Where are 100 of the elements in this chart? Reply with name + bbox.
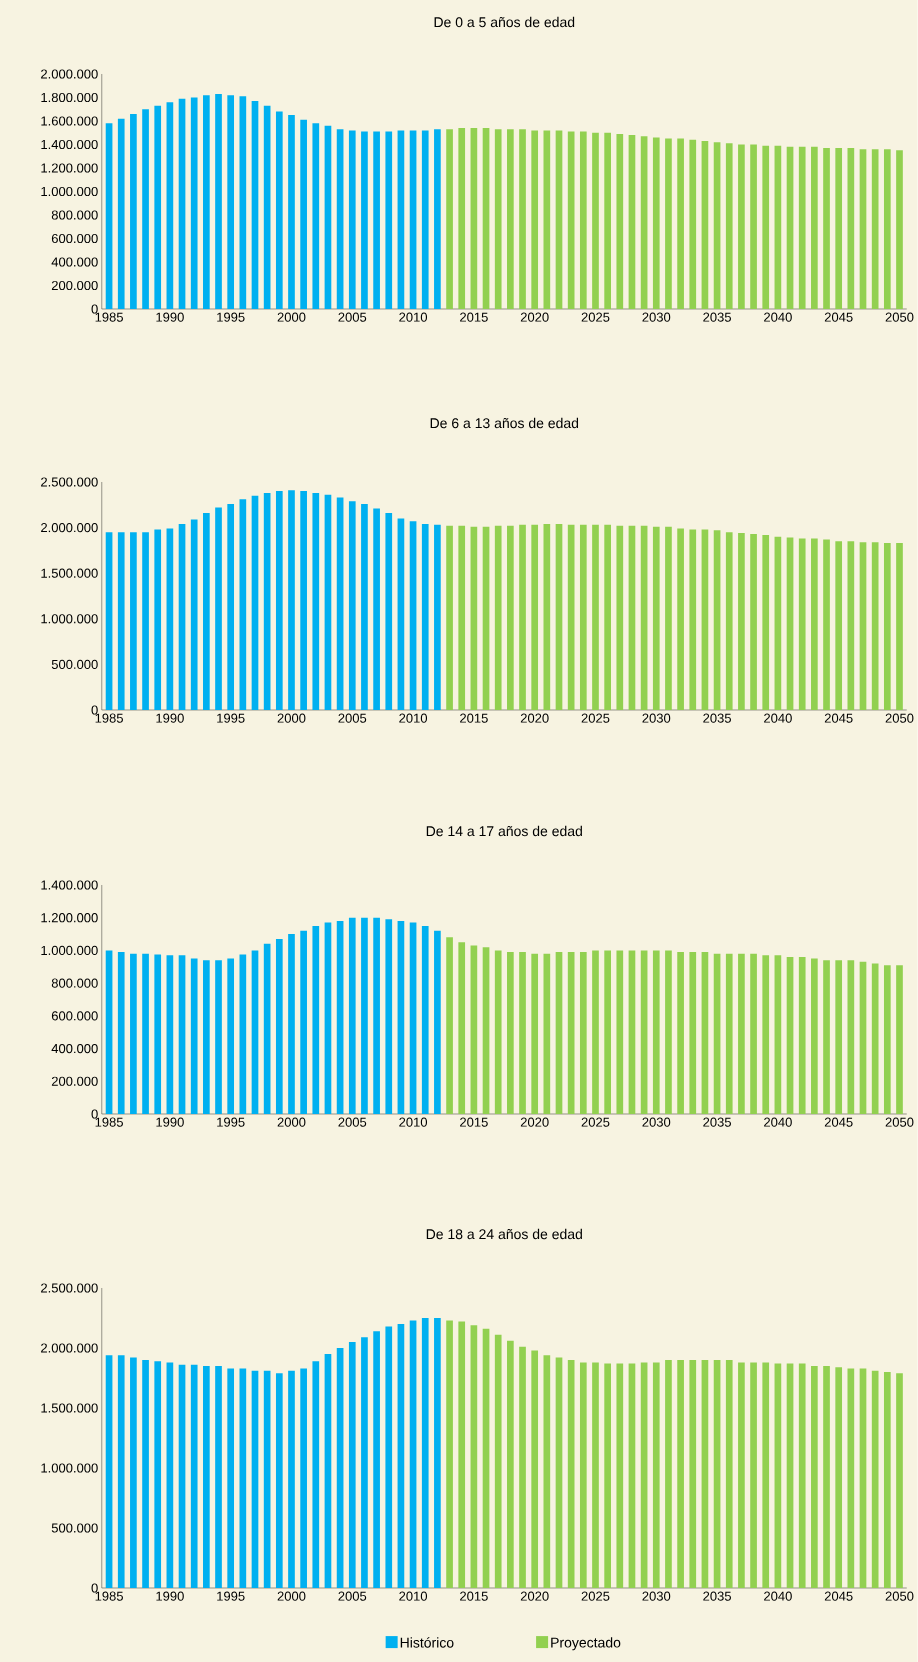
x-tick-label: 2005	[338, 1117, 367, 1127]
x-tick-label: 2040	[764, 1591, 792, 1601]
bar	[750, 953, 758, 1114]
y-tick-label: 1.400.000	[41, 139, 98, 150]
bar	[178, 98, 186, 309]
bar	[592, 1362, 599, 1588]
bar	[786, 956, 794, 1114]
bar	[592, 132, 599, 309]
y-tick-label: 1.400.000	[41, 880, 98, 890]
x-tick-label: 2050	[885, 1117, 914, 1127]
bar	[482, 526, 490, 710]
bar	[239, 1368, 247, 1588]
bar	[324, 1353, 332, 1588]
bar	[859, 542, 867, 710]
bar	[324, 494, 332, 710]
bar	[592, 524, 599, 710]
y-tick-label: 1.000.000	[41, 945, 98, 956]
bar	[531, 524, 539, 710]
x-tick-label: 2005	[338, 713, 367, 723]
bar	[446, 525, 454, 710]
bar	[701, 1359, 709, 1588]
bar	[288, 490, 295, 710]
bar	[543, 953, 551, 1114]
bar	[798, 1363, 806, 1588]
bar	[166, 1362, 174, 1588]
bar	[628, 1363, 636, 1588]
bar	[458, 942, 466, 1114]
bar	[580, 952, 587, 1114]
y-tick-label: 600.000	[52, 1011, 98, 1021]
x-tick-label: 2020	[520, 312, 549, 322]
bar	[519, 952, 526, 1114]
bar	[142, 1359, 150, 1588]
x-tick-label: 1985	[95, 1591, 124, 1601]
y-tick-label: 0	[91, 705, 98, 715]
bar	[762, 955, 770, 1114]
x-tick-label: 2025	[581, 1591, 610, 1601]
y-tick-label: 0	[91, 1583, 98, 1593]
bar	[896, 543, 903, 710]
bar	[653, 526, 660, 710]
y-tick-label: 200.000	[52, 280, 98, 291]
bar	[835, 148, 843, 309]
bar	[300, 119, 308, 309]
x-tick-label: 2005	[338, 1591, 367, 1601]
bar	[798, 146, 806, 309]
bar	[336, 920, 344, 1114]
bar	[203, 960, 210, 1114]
bar	[373, 1331, 381, 1588]
x-tick-label: 2025	[581, 713, 610, 723]
chart-title: De 18 a 24 años de edad	[426, 1228, 583, 1240]
bar	[823, 1365, 830, 1588]
bar	[519, 129, 526, 309]
y-tick-label: 1.000.000	[41, 1463, 98, 1473]
bar	[118, 532, 125, 710]
bar	[531, 130, 539, 309]
bar	[543, 523, 551, 710]
y-tick-label: 1.200.000	[41, 163, 98, 173]
bar	[859, 961, 867, 1114]
x-tick-label: 2035	[703, 312, 732, 322]
bar	[774, 1363, 782, 1588]
bar	[628, 135, 636, 309]
bar	[227, 503, 235, 710]
bar	[494, 950, 502, 1114]
bar	[567, 1359, 575, 1588]
y-tick-label: 500.000	[51, 1523, 98, 1533]
bar	[312, 492, 320, 710]
y-tick-label: 1.800.000	[41, 92, 98, 103]
bar	[774, 955, 782, 1114]
x-tick-label: 1990	[156, 1591, 184, 1601]
bar	[409, 130, 417, 309]
bar	[738, 533, 745, 710]
bar	[154, 529, 162, 710]
x-tick-label: 1990	[156, 713, 184, 723]
bar	[762, 145, 770, 309]
x-tick-label: 2050	[885, 312, 914, 322]
bar	[762, 534, 770, 710]
bar	[750, 144, 758, 309]
bar	[871, 542, 879, 710]
bar	[130, 1357, 137, 1588]
bar	[798, 538, 806, 710]
bar	[835, 960, 843, 1114]
bar	[555, 952, 563, 1114]
bar	[409, 922, 417, 1114]
x-tick-label: 2010	[399, 1117, 428, 1127]
bar	[884, 1371, 891, 1588]
chart-title: De 14 a 17 años de edad	[426, 825, 583, 837]
bar	[701, 529, 709, 710]
bar	[726, 532, 733, 710]
bar	[665, 526, 672, 710]
y-tick-label: 2.000.000	[41, 1343, 98, 1353]
x-tick-label: 2000	[277, 1591, 306, 1601]
x-tick-label: 2000	[277, 713, 306, 723]
bar	[701, 952, 709, 1114]
bar	[203, 513, 210, 710]
bar	[239, 499, 247, 710]
bar	[118, 1355, 125, 1588]
bar	[105, 123, 113, 309]
bar	[300, 1368, 308, 1588]
bar	[300, 491, 308, 710]
bar	[203, 95, 210, 309]
y-tick-label: 2.500.000	[41, 477, 98, 487]
